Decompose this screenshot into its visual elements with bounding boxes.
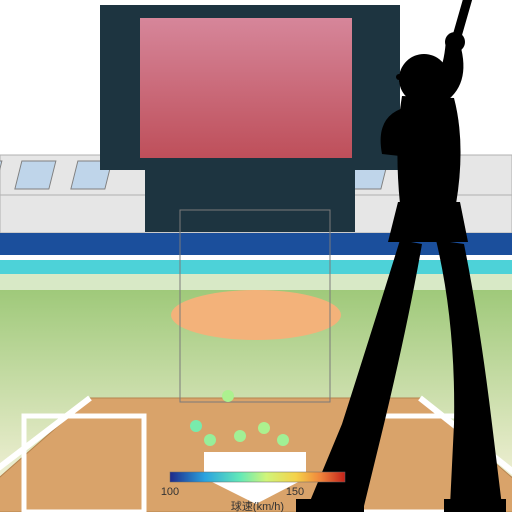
pitch-marker <box>234 430 246 442</box>
pitch-marker <box>222 390 234 402</box>
pitch-marker <box>204 434 216 446</box>
legend-bar <box>170 472 345 482</box>
infield-dirt-ellipse <box>171 290 341 340</box>
scoreboard-base <box>145 170 355 232</box>
pitch-marker <box>277 434 289 446</box>
pale-stripe <box>0 274 512 290</box>
pitch-marker <box>190 420 202 432</box>
scoreboard-screen <box>140 18 352 158</box>
legend-label: 球速(km/h) <box>231 499 284 512</box>
legend-tick: 150 <box>286 486 304 498</box>
legend-tick: 100 <box>161 486 179 498</box>
aqua-stripe <box>0 260 512 274</box>
stadium-window <box>15 161 56 189</box>
pitch-marker <box>258 422 270 434</box>
pitch-location-chart: 100 150球速(km/h) <box>0 0 512 512</box>
